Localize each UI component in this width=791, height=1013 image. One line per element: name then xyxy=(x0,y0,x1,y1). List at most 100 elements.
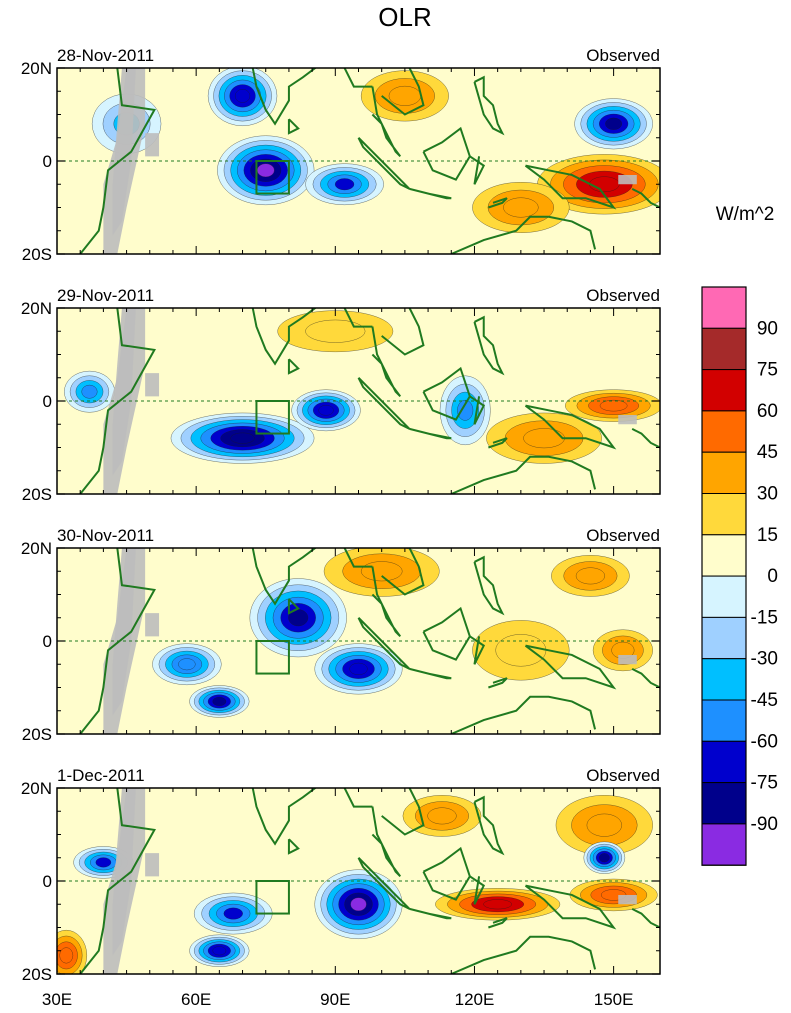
contour-level xyxy=(457,399,474,421)
olr-anomaly-feature xyxy=(189,685,250,718)
y-tick-label: 0 xyxy=(43,632,52,651)
coastline xyxy=(357,857,411,910)
coastline xyxy=(371,566,402,638)
panels-group: 28-Nov-2011 Observed 20N 0 20S 29-Nov-2011 Obs… xyxy=(21,46,661,984)
coastline xyxy=(251,548,373,606)
y-tick-label: 0 xyxy=(43,152,52,171)
olr-anomaly-feature xyxy=(170,412,315,464)
olr-anomaly-feature xyxy=(189,934,250,967)
colorbar-units: W/m^2 xyxy=(716,204,775,225)
coastline xyxy=(251,68,373,126)
y-tick-label: 20N xyxy=(21,299,52,318)
contour-level xyxy=(495,634,547,667)
coastline xyxy=(488,677,508,689)
olr-anomaly-feature xyxy=(439,375,491,446)
colorbar-label: -90 xyxy=(751,814,778,835)
coastline xyxy=(381,68,425,116)
coastline xyxy=(469,635,486,665)
colorbar-label: -60 xyxy=(751,731,778,752)
coastline xyxy=(450,215,597,254)
contour-level xyxy=(256,163,275,178)
coastline xyxy=(381,548,425,596)
contour-level xyxy=(334,178,355,191)
y-tick-label: 20N xyxy=(21,539,52,558)
missing-data-mask xyxy=(145,133,160,157)
contour-level xyxy=(349,662,368,676)
x-tick-label: 120E xyxy=(455,990,495,1009)
contour-level xyxy=(178,658,196,671)
colorbar-swatch xyxy=(701,782,747,825)
x-tick-label: 60E xyxy=(181,990,211,1009)
contour-level xyxy=(212,946,227,956)
coastline xyxy=(182,788,184,789)
olr-anomaly-feature xyxy=(574,98,653,150)
coastline xyxy=(524,884,617,930)
coastline xyxy=(287,598,300,615)
coastline xyxy=(371,806,402,878)
y-tick-label: 0 xyxy=(43,392,52,411)
panel-date: 30-Nov-2011 xyxy=(57,526,154,545)
coastline xyxy=(524,404,617,450)
contour-level xyxy=(503,197,539,218)
missing-data-mask xyxy=(112,308,136,476)
colorbar-label: 15 xyxy=(757,525,778,546)
coastline xyxy=(473,555,505,616)
coastline xyxy=(381,308,425,356)
coastline xyxy=(357,137,411,190)
coastline xyxy=(488,197,508,209)
olr-field xyxy=(57,788,660,974)
index-box xyxy=(255,880,290,915)
coastline xyxy=(473,795,505,856)
coastline xyxy=(409,667,452,680)
coastline xyxy=(251,308,373,366)
coastline xyxy=(371,86,402,158)
olr-field xyxy=(79,548,660,734)
colorbar-label: -45 xyxy=(751,690,778,711)
missing-data-mask xyxy=(618,414,637,425)
contour-level xyxy=(388,85,422,106)
coastline xyxy=(631,188,660,209)
coastline xyxy=(182,548,184,549)
coastline xyxy=(524,644,617,690)
coastline xyxy=(287,838,300,855)
contour-level xyxy=(360,561,403,582)
olr-anomaly-feature xyxy=(314,643,403,695)
olr-field xyxy=(79,68,660,254)
x-axis: 30E 60E 90E 120E 150E xyxy=(42,990,634,1009)
colorbar: -90 -75 -60 -45 -30 -15 0 15 30 45 60 75 90 xyxy=(701,286,778,866)
colorbar-label: 60 xyxy=(757,401,778,422)
contour-level xyxy=(599,399,628,412)
coastline xyxy=(631,428,660,449)
colorbar-label: -30 xyxy=(751,649,778,670)
olr-anomaly-feature xyxy=(551,555,630,597)
contour-level xyxy=(223,907,243,920)
missing-data-mask xyxy=(112,548,136,716)
colorbar-swatch xyxy=(701,534,747,577)
coastline xyxy=(450,935,597,974)
coastline xyxy=(631,908,660,929)
coastline xyxy=(251,788,373,846)
olr-anomaly-feature xyxy=(152,643,222,686)
panel-label: Observed xyxy=(586,526,660,545)
contour-level xyxy=(212,696,227,707)
contour-level xyxy=(95,857,112,868)
colorbar-swatch xyxy=(701,699,747,742)
coastline xyxy=(469,395,486,425)
colorbar-label: 90 xyxy=(757,318,778,339)
panel-1: 28-Nov-2011 Observed 20N 0 20S xyxy=(21,46,661,264)
colorbar-frame xyxy=(701,286,747,866)
olr-anomaly-feature xyxy=(592,629,653,672)
panel-4: 1-Dec-2011 Observed 20N 0 20S xyxy=(21,766,661,984)
y-tick-label: 20S xyxy=(22,725,52,744)
colorbar-label: 75 xyxy=(757,360,778,381)
coastline xyxy=(182,308,184,309)
coastline xyxy=(469,155,486,185)
olr-anomaly-feature xyxy=(64,370,115,413)
panel-date: 28-Nov-2011 xyxy=(57,46,154,65)
colorbar-swatch xyxy=(701,286,747,329)
contour-level xyxy=(318,404,334,416)
coastline xyxy=(473,75,505,136)
missing-data-mask xyxy=(618,654,637,665)
olr-anomaly-feature xyxy=(564,389,660,422)
contour-level xyxy=(234,89,251,103)
